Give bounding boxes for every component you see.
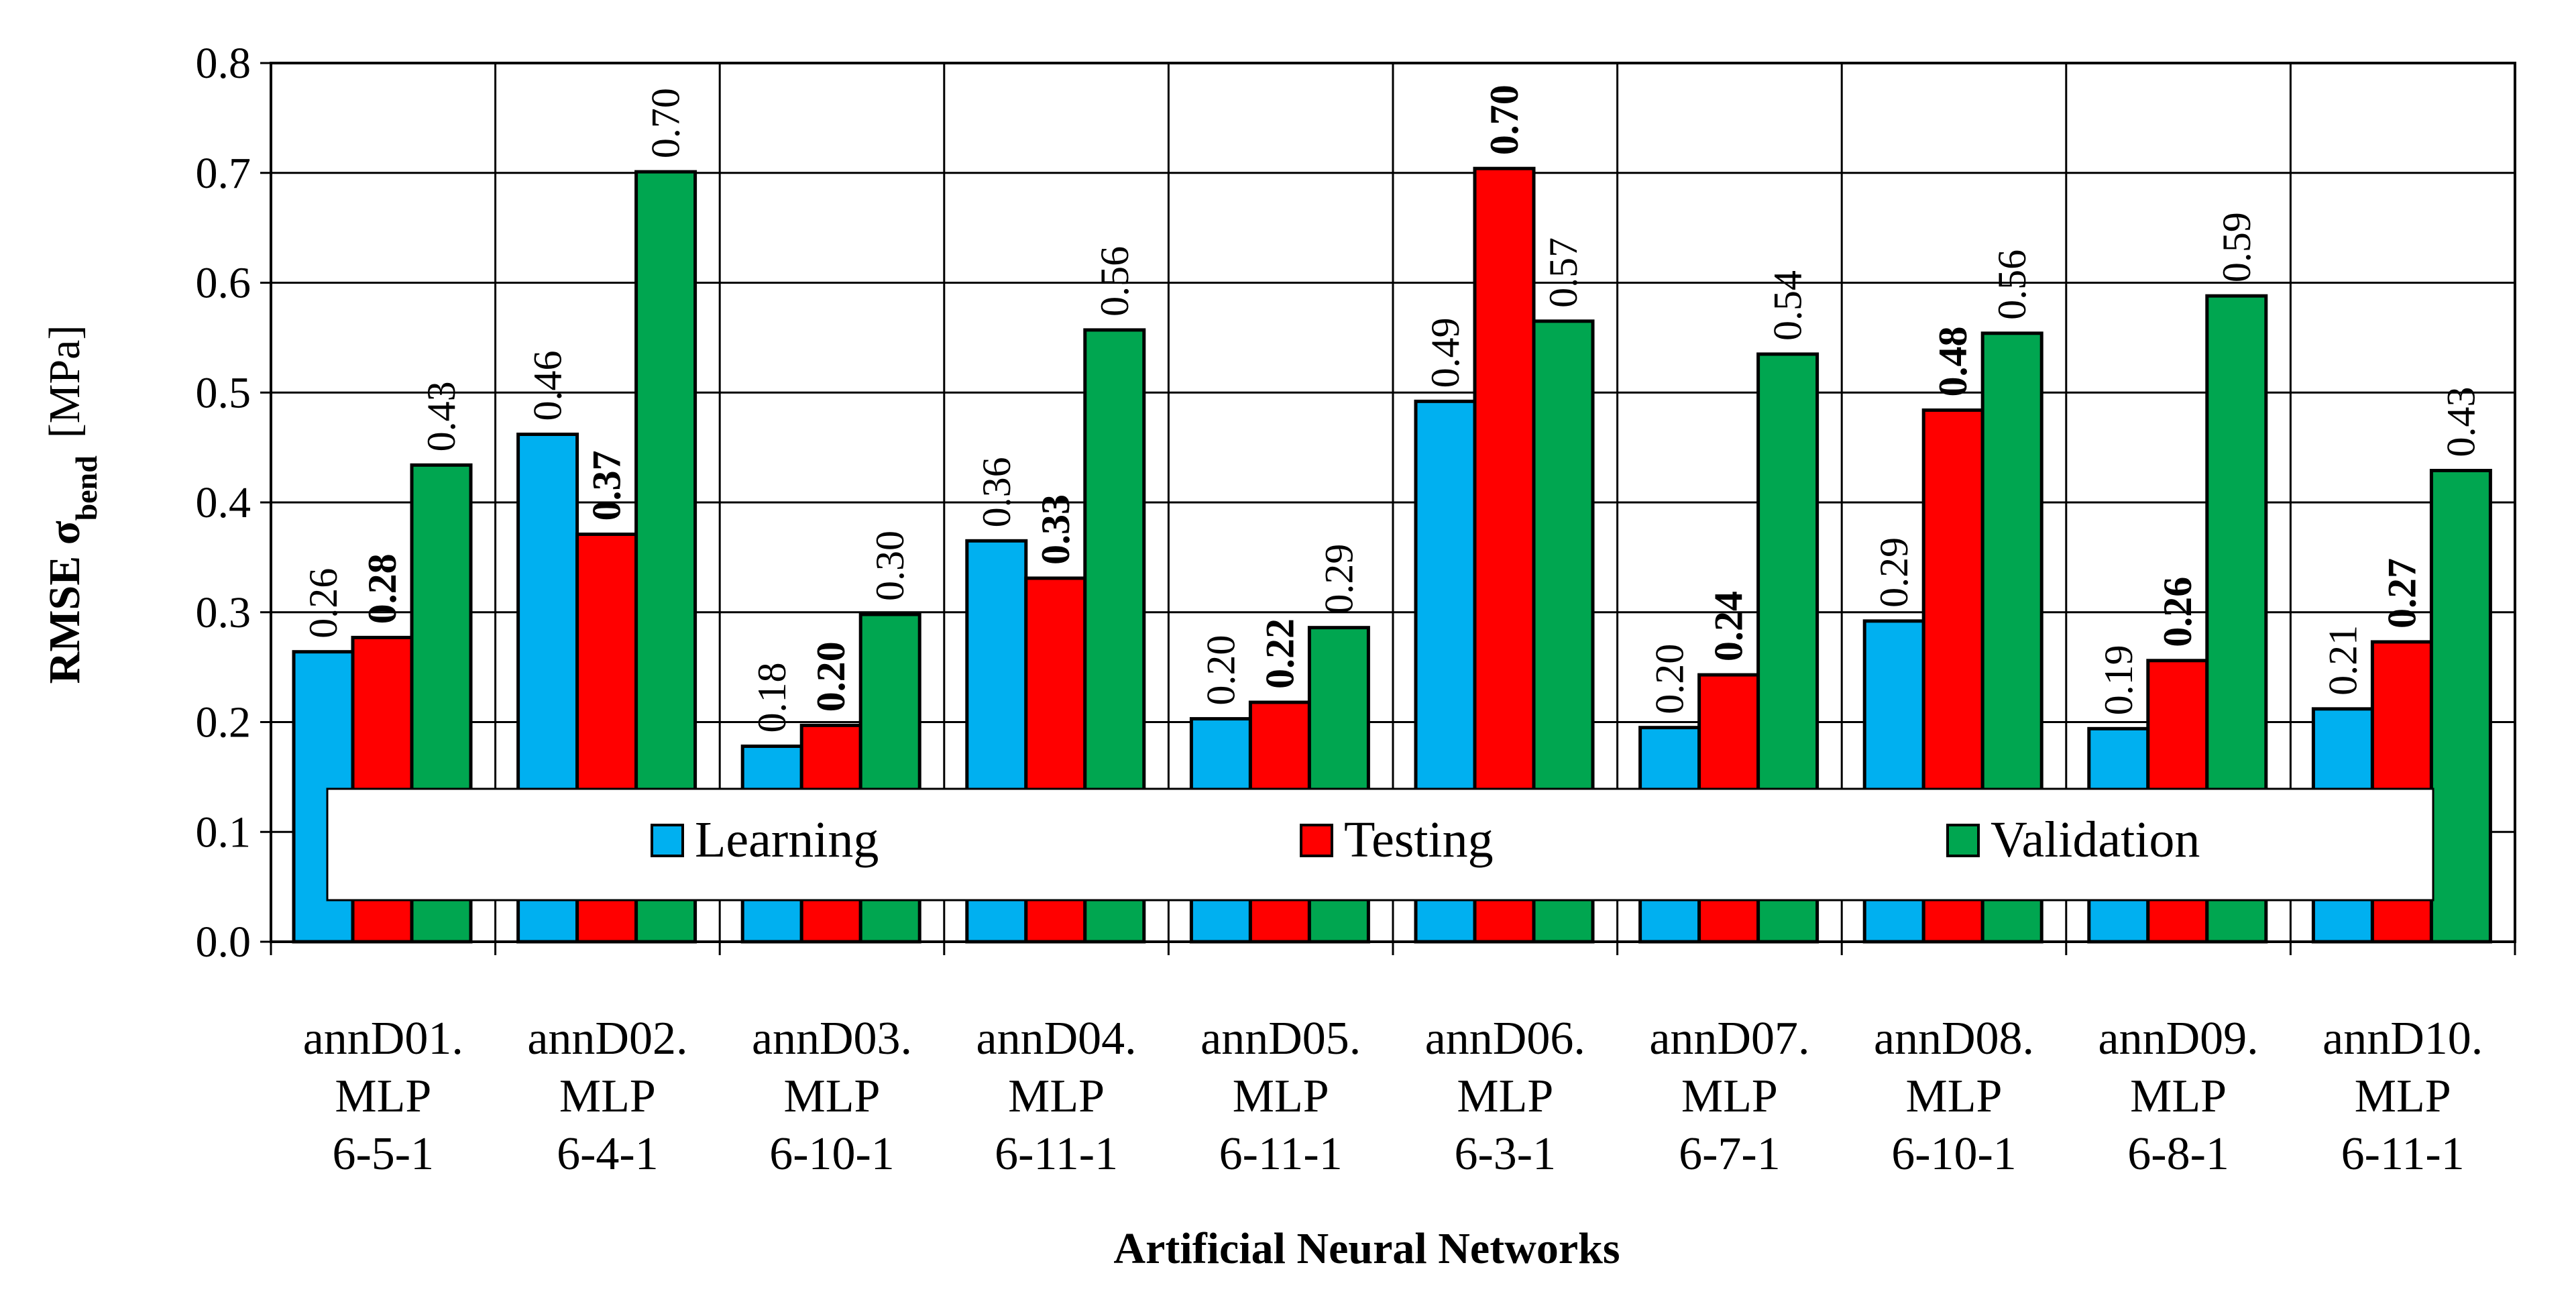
- category-label-line: annD10.: [2322, 1013, 2483, 1065]
- category-label-line: MLP: [2355, 1071, 2451, 1122]
- data-label-testing-6: 0.70: [1482, 85, 1526, 155]
- data-label-learning-6: 0.49: [1423, 317, 1467, 388]
- data-label-validation-6: 0.57: [1541, 237, 1585, 308]
- data-label-validation-5: 0.29: [1317, 544, 1361, 614]
- legend-label-learning: Learning: [695, 812, 879, 868]
- bar-validation-10: [2429, 469, 2492, 944]
- data-label-testing-2: 0.37: [585, 450, 629, 521]
- category-label-line: 6-11-1: [1219, 1128, 1343, 1180]
- data-label-testing-1: 0.28: [360, 553, 404, 624]
- category-label-line: 6-7-1: [1679, 1128, 1781, 1180]
- data-label-learning-7: 0.20: [1648, 644, 1692, 714]
- y-tick-label: 0.7: [196, 149, 251, 198]
- category-label-line: annD01.: [303, 1013, 463, 1065]
- category-label-line: MLP: [784, 1071, 881, 1122]
- category-label-line: 6-3-1: [1454, 1128, 1556, 1180]
- data-label-validation-8: 0.56: [1990, 250, 2034, 320]
- legend-label-testing: Testing: [1344, 812, 1494, 868]
- category-label-line: annD02.: [527, 1013, 687, 1065]
- category-label-line: annD05.: [1200, 1013, 1361, 1065]
- category-label-line: MLP: [1233, 1071, 1329, 1122]
- category-label-line: MLP: [1457, 1071, 1553, 1122]
- category-label-line: annD09.: [2098, 1013, 2259, 1065]
- category-label-4: annD04. MLP 6-11-1: [976, 1013, 1137, 1180]
- category-label-1: annD01. MLP 6-5-1: [303, 1013, 463, 1180]
- data-label-testing-10: 0.27: [2379, 558, 2424, 629]
- category-label-line: 6-11-1: [995, 1128, 1118, 1180]
- legend: Learning Testing Validation: [326, 787, 2434, 902]
- category-label-line: 6-11-1: [2341, 1128, 2465, 1180]
- category-label-line: annD07.: [1649, 1013, 1809, 1065]
- legend-swatch-learning: [651, 824, 684, 857]
- category-label-line: MLP: [2130, 1071, 2227, 1122]
- data-label-learning-8: 0.29: [1872, 537, 1916, 608]
- data-label-learning-9: 0.19: [2096, 645, 2141, 715]
- data-label-learning-2: 0.46: [526, 350, 570, 421]
- y-tick-label: 0.3: [196, 588, 251, 637]
- category-label-5: annD05. MLP 6-11-1: [1200, 1013, 1361, 1180]
- data-label-testing-8: 0.48: [1931, 326, 1975, 396]
- legend-label-validation: Validation: [1991, 812, 2200, 868]
- y-axis-title-unit: [MPa]: [40, 325, 89, 439]
- category-label-line: 6-10-1: [1891, 1128, 2017, 1180]
- data-label-testing-5: 0.22: [1257, 618, 1302, 689]
- data-label-testing-9: 0.26: [2155, 577, 2200, 647]
- category-label-line: MLP: [1681, 1071, 1778, 1122]
- data-label-validation-4: 0.56: [1093, 246, 1137, 317]
- data-label-validation-2: 0.70: [644, 88, 688, 158]
- y-tick-label: 0.8: [196, 39, 251, 88]
- category-label-line: MLP: [1008, 1071, 1105, 1122]
- data-label-learning-5: 0.20: [1198, 635, 1243, 706]
- y-tick-label: 0.5: [196, 368, 251, 417]
- y-tick-label: 0.0: [196, 918, 251, 967]
- category-label-line: 6-5-1: [332, 1128, 434, 1180]
- y-tick-label: 0.4: [196, 478, 251, 527]
- y-tick-label: 0.6: [196, 259, 251, 308]
- category-label-line: MLP: [559, 1071, 656, 1122]
- y-axis-title: RMSE σbend [MPa]: [40, 325, 103, 684]
- y-axis-title-subscript: bend: [69, 455, 103, 521]
- data-label-validation-7: 0.54: [1766, 270, 1810, 341]
- category-label-10: annD10. MLP 6-11-1: [2322, 1013, 2483, 1180]
- category-label-9: annD09. MLP 6-8-1: [2098, 1013, 2259, 1180]
- y-tick-label: 0.1: [196, 808, 251, 857]
- data-label-learning-4: 0.36: [974, 457, 1019, 527]
- category-label-line: 6-8-1: [2127, 1128, 2229, 1180]
- data-label-learning-1: 0.26: [301, 568, 345, 639]
- category-label-line: MLP: [1906, 1071, 2003, 1122]
- data-label-validation-3: 0.30: [868, 531, 912, 601]
- y-tick-label: 0.2: [196, 698, 251, 747]
- category-label-line: MLP: [335, 1071, 431, 1122]
- category-label-line: 6-4-1: [557, 1128, 659, 1180]
- legend-swatch-validation: [1946, 824, 1980, 857]
- data-label-testing-4: 0.33: [1033, 494, 1078, 565]
- category-label-3: annD03. MLP 6-10-1: [752, 1013, 912, 1180]
- data-label-learning-10: 0.21: [2320, 625, 2365, 696]
- data-labels: 0.26 0.46 0.18 0.36 0.20 0.49 0.20 0.29 0.19 0.21…: [301, 85, 2483, 732]
- category-label-8: annD08. MLP 6-10-1: [1874, 1013, 2034, 1180]
- category-label-2: annD02. MLP 6-4-1: [527, 1013, 687, 1180]
- data-label-testing-3: 0.20: [809, 641, 853, 712]
- category-label-line: annD04.: [976, 1013, 1137, 1065]
- y-axis-title-prefix: RMSE: [40, 545, 89, 684]
- data-label-validation-10: 0.43: [2439, 387, 2483, 457]
- category-label-6: annD06. MLP 6-3-1: [1425, 1013, 1585, 1180]
- category-label-line: annD06.: [1425, 1013, 1585, 1065]
- legend-swatch-testing: [1300, 824, 1333, 857]
- x-axis-title: Artificial Neural Networks: [1113, 1224, 1620, 1273]
- category-label-7: annD07. MLP 6-7-1: [1649, 1013, 1809, 1180]
- data-label-validation-9: 0.59: [2215, 212, 2259, 282]
- data-label-validation-1: 0.43: [419, 381, 463, 451]
- data-label-learning-3: 0.18: [750, 663, 794, 733]
- category-label-line: annD03.: [752, 1013, 912, 1065]
- category-label-line: 6-10-1: [769, 1128, 895, 1180]
- y-axis-title-symbol: σ: [40, 521, 89, 545]
- category-label-line: annD08.: [1874, 1013, 2034, 1065]
- axes: 0.0 0.1 0.2 0.3 0.4 0.5 0.6 0.7 0.8 annD01. MLP 6-5…: [196, 39, 2516, 1180]
- data-label-testing-7: 0.24: [1707, 591, 1751, 661]
